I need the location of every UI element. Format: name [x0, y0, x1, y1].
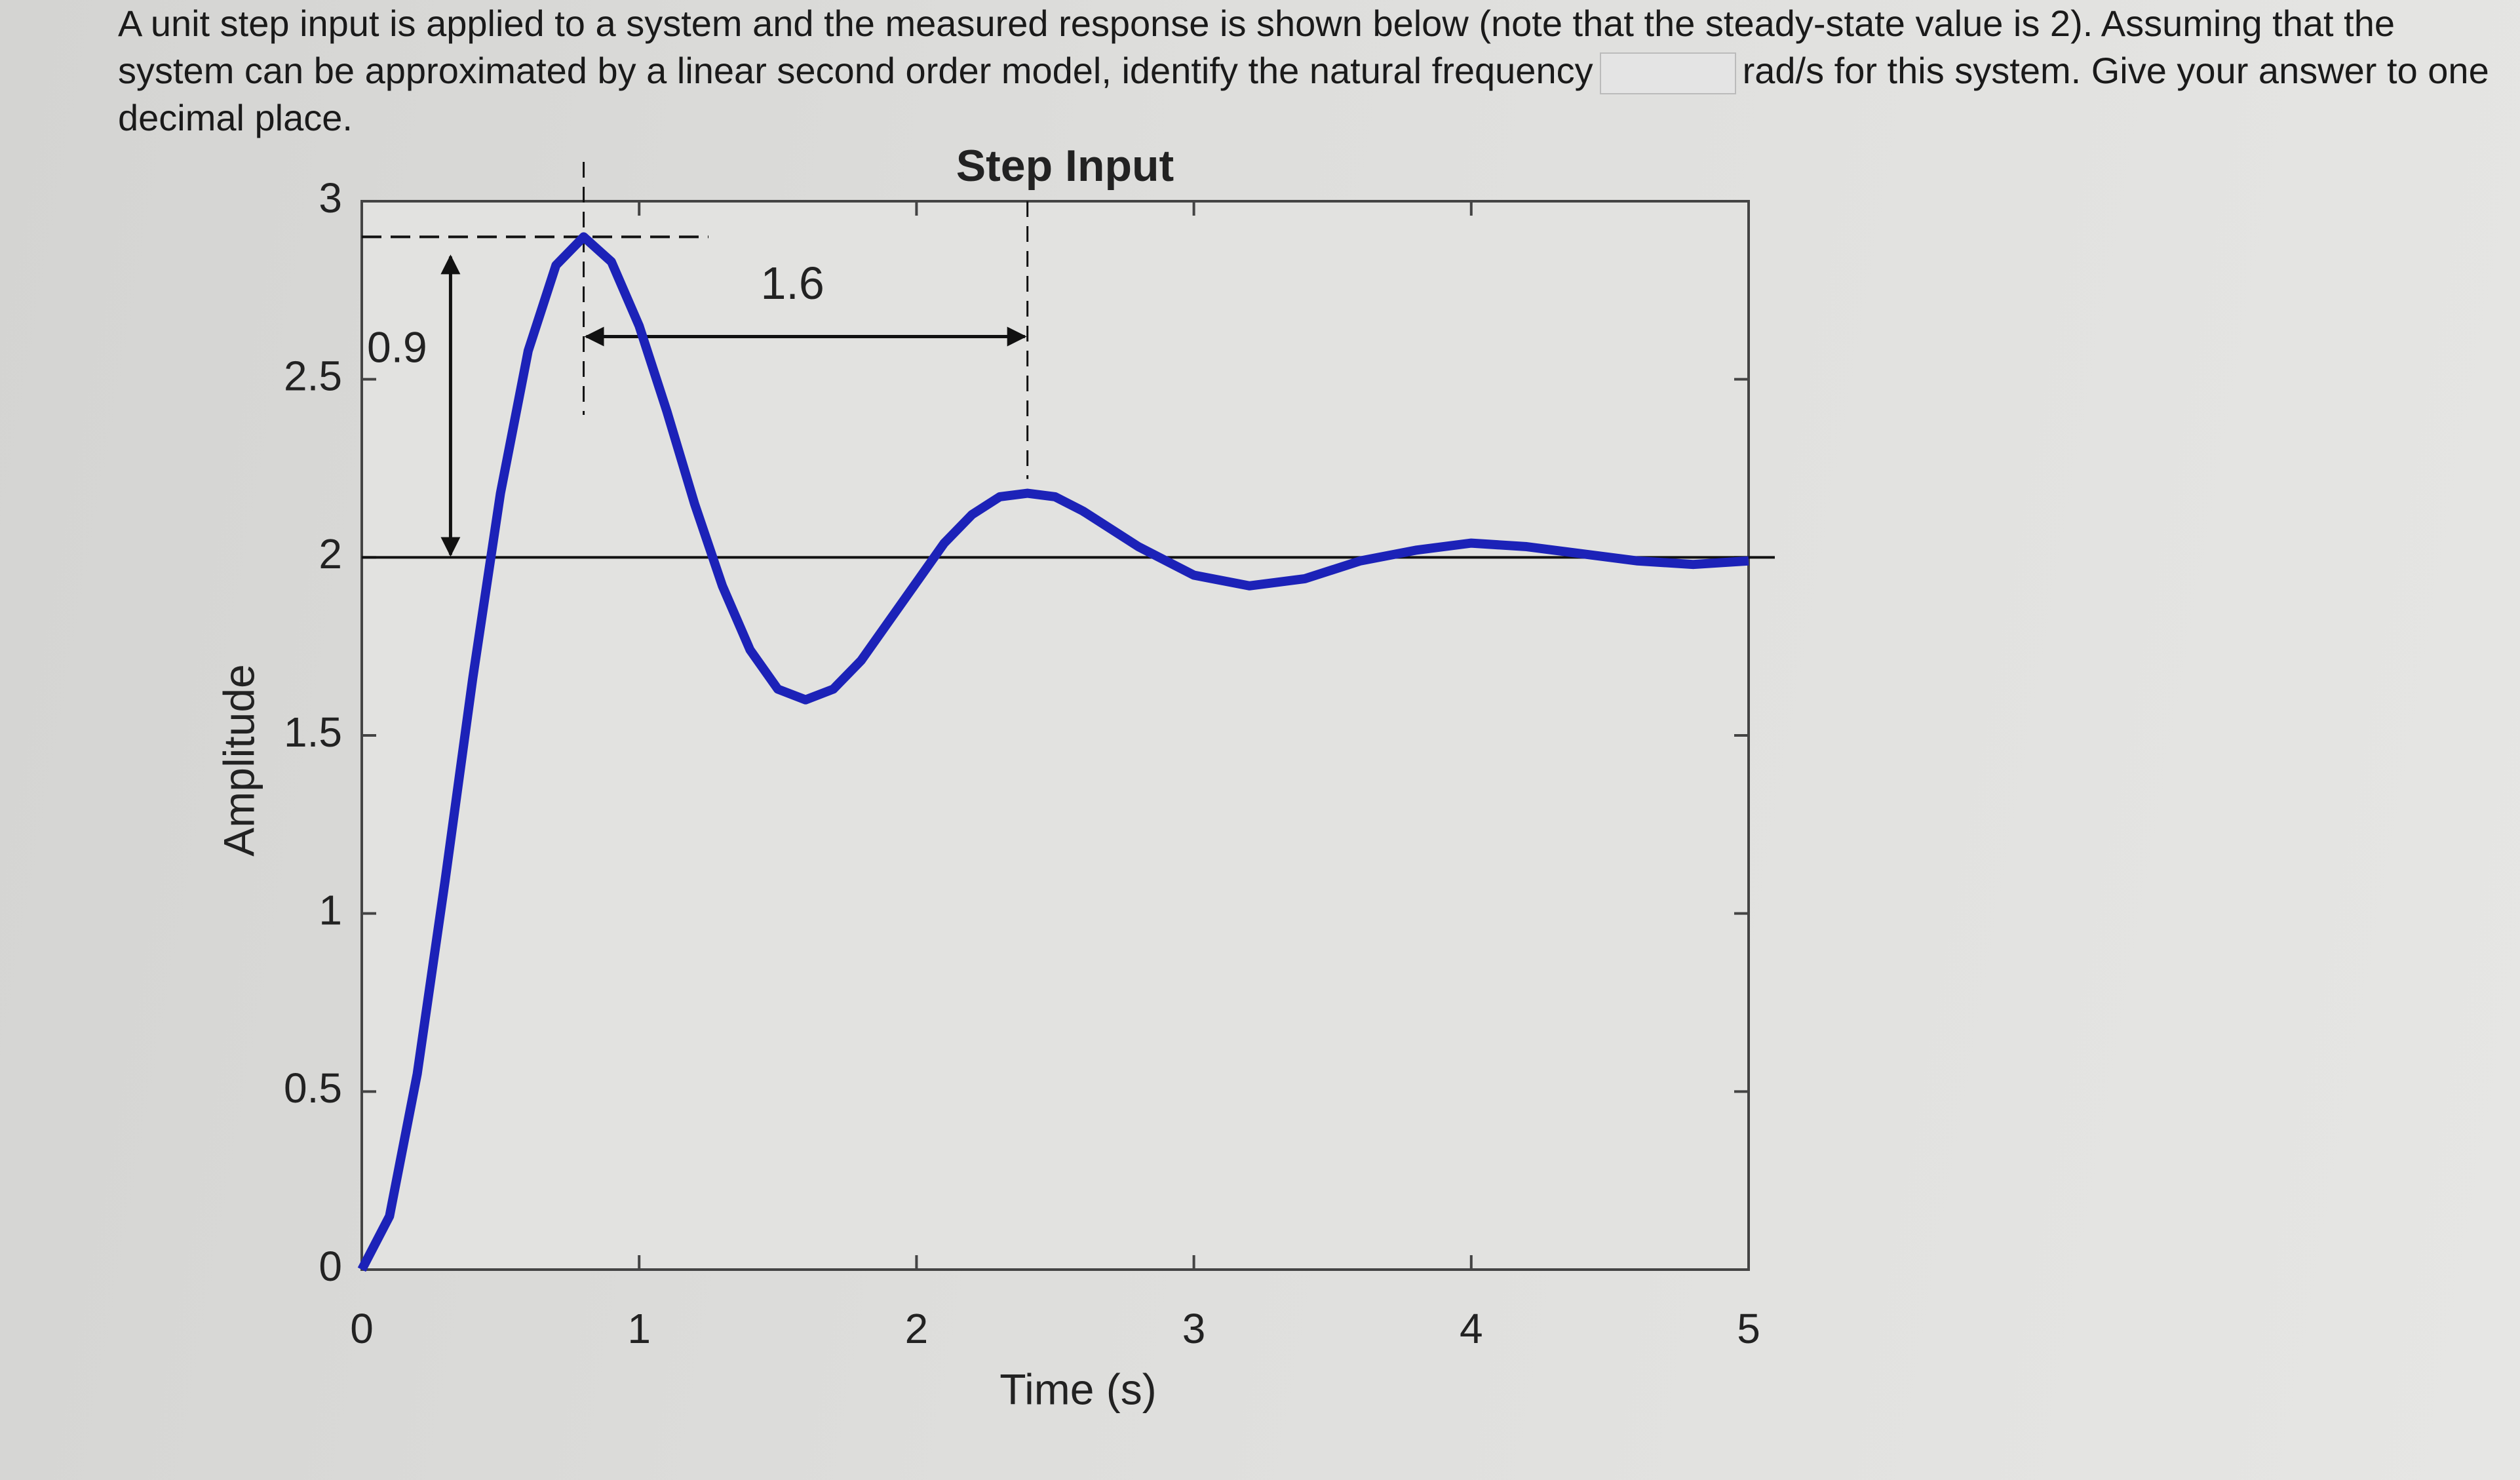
annotation: 1.6	[760, 258, 824, 309]
y-tick-label: 3	[319, 174, 342, 222]
y-tick-label: 1	[319, 887, 342, 934]
response-line	[357, 232, 1749, 1272]
plot-area	[360, 200, 1750, 1271]
y-tick-label: 2	[319, 530, 342, 577]
annotation: 0.9	[367, 323, 427, 372]
x-tick-label: 3	[1182, 1305, 1206, 1352]
y-tick-label: 0	[319, 1243, 342, 1290]
chart-title: Step Input	[956, 141, 1174, 191]
x-tick-label: 4	[1460, 1305, 1483, 1352]
question-text: A unit step input is applied to a system…	[118, 3, 2395, 91]
question: A unit step input is applied to a system…	[118, 0, 2504, 142]
x-tick-label: 0	[350, 1305, 374, 1352]
y-axis-label: Amplitude	[214, 664, 263, 857]
y-tick-label: 0.5	[284, 1064, 342, 1112]
answer-input[interactable]	[1599, 52, 1736, 95]
y-tick-label: 1.5	[284, 709, 342, 756]
x-tick-label: 1	[627, 1305, 651, 1352]
x-axis-label: Time (s)	[999, 1365, 1157, 1413]
x-tick-label: 5	[1737, 1305, 1760, 1352]
x-tick-label: 2	[905, 1305, 929, 1352]
y-tick-label: 2.5	[284, 353, 342, 400]
unit-text: rad/s for this system. Give your answer …	[118, 50, 2489, 139]
